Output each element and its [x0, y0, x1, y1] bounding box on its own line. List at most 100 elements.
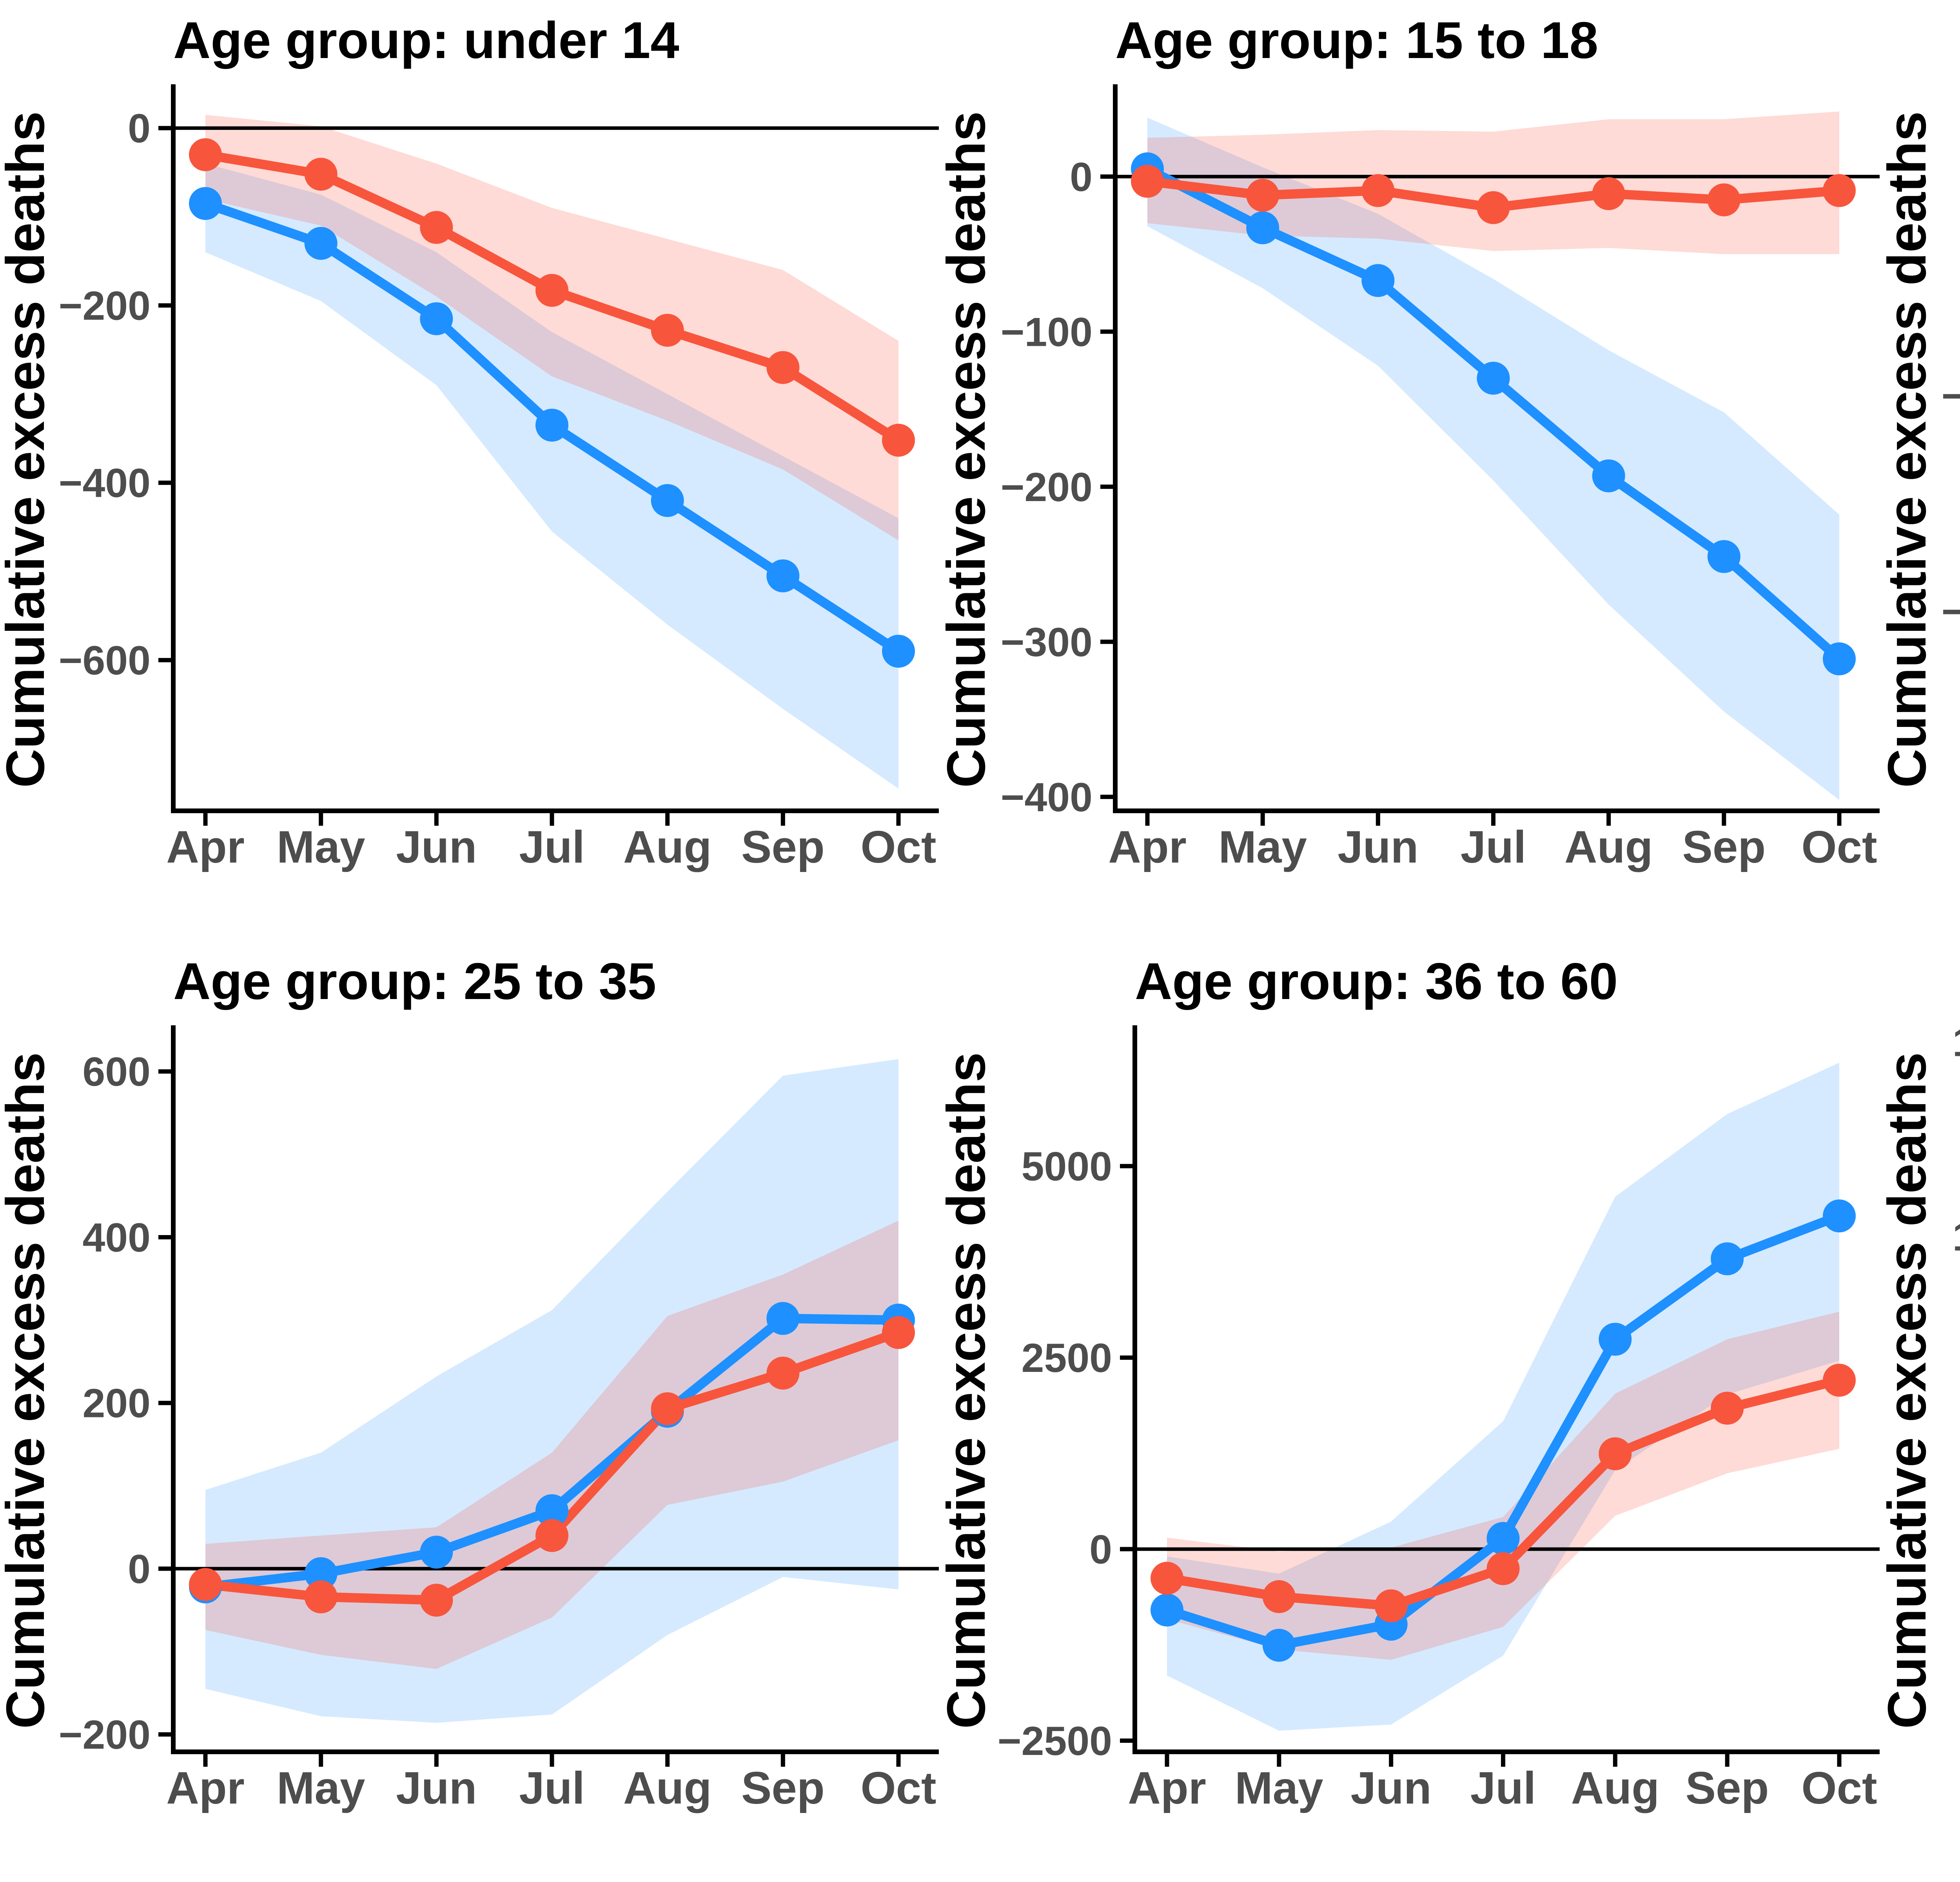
red-series-confidence-band — [1147, 111, 1839, 254]
blue-series-point-Aug — [1592, 459, 1625, 492]
y-tick-label: −400 — [59, 461, 151, 506]
y-tick-label: 10000 — [1953, 1214, 1960, 1259]
red-series-point-Oct — [1823, 174, 1856, 207]
blue-series-confidence-band — [1167, 1063, 1839, 1731]
panel-title: Age group: 25 to 35 — [173, 952, 656, 1010]
blue-series-point-Jul — [1486, 1522, 1520, 1555]
y-axis-title: Cumulative excess deaths — [0, 1052, 56, 1729]
y-axis-title: Cumulative excess deaths — [1882, 1052, 1937, 1729]
chart-15-to-18: 0 −100 −200 −300 −400 Apr May Jun Jul Aug Sep Oct Ag… — [941, 11, 1880, 872]
y-tick-label: −300 — [1001, 619, 1093, 665]
blue-series-point-May — [304, 227, 338, 260]
chart-under-14: 0 −200 −400 −600 Apr May Jun Jul Aug Sep Oct Age gr… — [0, 11, 939, 872]
red-series-point-Oct — [882, 1316, 915, 1349]
x-tick-label: Sep — [741, 1762, 825, 1813]
red-series-point-Sep — [1711, 1392, 1744, 1425]
red-series-confidence-band — [1167, 1312, 1839, 1660]
y-tick-label: 400 — [82, 1215, 151, 1261]
y-tick-label: 0 — [1089, 1527, 1112, 1572]
y-tick-label: 200 — [82, 1381, 151, 1426]
blue-series-point-Apr — [1151, 1593, 1183, 1627]
red-series-point-Jun — [1374, 1589, 1408, 1622]
y-axis-title: Cumulative excess deaths — [941, 1052, 996, 1729]
y-tick-label: −2500 — [998, 1719, 1112, 1764]
blue-series-point-Jun — [1361, 264, 1395, 297]
blue-series-point-May — [304, 1557, 338, 1590]
x-tick-label: Oct — [1801, 821, 1877, 872]
x-tick-label: Oct — [1801, 1762, 1877, 1813]
panel-under-14: 0 −200 −400 −600 Apr May Jun Jul Aug Sep Oct Age gr… — [0, 0, 941, 941]
y-tick-label: −200 — [59, 283, 151, 329]
blue-series-point-Jul — [535, 409, 568, 442]
blue-series-point-Jun — [420, 1535, 453, 1569]
red-series-point-Jun — [1361, 174, 1395, 207]
y-tick-label: 0 — [1070, 154, 1093, 200]
y-tick-label: 5000 — [1022, 1144, 1112, 1190]
x-tick-label: Apr — [166, 821, 245, 872]
red-series-point-Jul — [1477, 191, 1510, 224]
blue-series-confidence-band — [205, 163, 898, 789]
x-tick-label: Jul — [1470, 1762, 1536, 1813]
blue-series-point-Sep — [766, 1302, 800, 1335]
blue-series-point-Aug — [651, 484, 684, 517]
red-series-point-Apr — [1151, 1562, 1183, 1595]
red-series-point-May — [1246, 178, 1279, 212]
x-tick-label: Jul — [519, 1762, 585, 1813]
y-tick-label: 0 — [128, 1546, 151, 1592]
blue-series-point-Sep — [1711, 1242, 1744, 1275]
y-tick-label: 0 — [128, 106, 151, 151]
blue-series-point-Aug — [1599, 1322, 1632, 1356]
y-tick-label: 600 — [82, 1049, 151, 1095]
red-series-point-Sep — [766, 1357, 800, 1390]
blue-series-point-Oct — [1823, 642, 1856, 676]
red-series-confidence-band — [205, 1221, 898, 1669]
y-tick-label: −400 — [1001, 775, 1093, 820]
red-series-point-May — [304, 1580, 338, 1613]
red-series-point-Aug — [1599, 1437, 1632, 1470]
red-series-point-Jun — [420, 1584, 453, 1617]
red-series-point-Sep — [766, 351, 800, 384]
x-tick-label: Aug — [623, 1762, 712, 1813]
x-tick-label: Sep — [1682, 821, 1766, 872]
y-tick-label: −600 — [59, 638, 151, 683]
y-tick-label: −200 — [59, 1712, 151, 1758]
blue-series-point-Sep — [1707, 540, 1740, 573]
blue-series-point-Sep — [766, 559, 800, 592]
chart-25-to-35: 600 400 200 0 −200 Apr May Jun Jul Aug Sep Oct Age g… — [0, 952, 939, 1813]
x-tick-label: May — [1235, 1762, 1323, 1813]
x-tick-label: Jun — [1338, 821, 1418, 872]
x-tick-label: Apr — [1128, 1762, 1206, 1813]
y-tick-label: −400 — [1942, 589, 1960, 635]
y-axis-title: Cumulative excess deaths — [0, 111, 56, 788]
red-series-point-Jul — [1486, 1552, 1520, 1585]
blue-series-confidence-band — [1147, 118, 1839, 800]
x-tick-label: Aug — [1571, 1762, 1660, 1813]
panel-25-to-35: 600 400 200 0 −200 Apr May Jun Jul Aug Sep Oct Age g… — [0, 941, 941, 1882]
red-series-confidence-band — [205, 114, 898, 541]
red-series-point-Aug — [1592, 177, 1625, 210]
red-series-point-Oct — [882, 423, 915, 457]
red-series-point-Jun — [420, 211, 453, 244]
y-tick-label: 15000 — [1953, 1019, 1960, 1065]
y-tick-label: 2500 — [1022, 1335, 1112, 1381]
x-tick-label: Aug — [1564, 821, 1653, 872]
y-axis-title: Cumulative excess deaths — [941, 111, 996, 788]
x-tick-label: Sep — [741, 821, 825, 872]
x-tick-label: Jun — [396, 1762, 477, 1813]
chart-36-to-60: 5000 2500 0 −2500 Apr May Jun Jul Aug Sep Oct Age g… — [941, 952, 1880, 1813]
red-series-point-Oct — [1823, 1364, 1856, 1397]
blue-series-point-May — [1246, 211, 1279, 244]
y-tick-label: −200 — [1001, 465, 1093, 510]
x-tick-label: Oct — [860, 821, 936, 872]
red-series-point-Apr — [1131, 165, 1164, 198]
x-tick-label: Aug — [623, 821, 712, 872]
panel-60-plus: 150001000050000AprMayJunJulAugSepOctAge … — [1882, 941, 1960, 1882]
blue-series-point-Oct — [882, 634, 915, 668]
x-tick-label: Apr — [166, 1762, 245, 1813]
y-axis-title: Cumulative excess deaths — [1882, 111, 1937, 788]
chart-60-plus: 150001000050000AprMayJunJulAugSepOctAge … — [1882, 1019, 1960, 1729]
blue-series-point-Jul — [535, 1494, 568, 1527]
red-series-point-Sep — [1707, 183, 1740, 216]
